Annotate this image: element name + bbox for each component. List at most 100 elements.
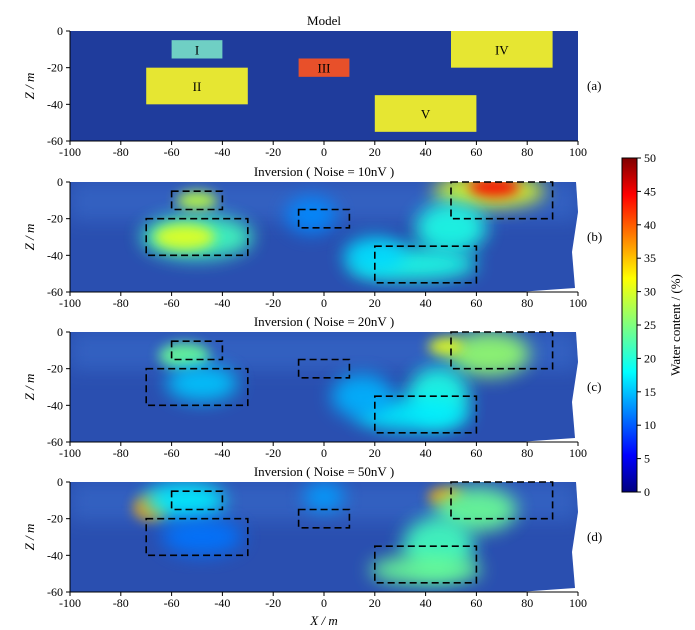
x-tick-label-c: 60 xyxy=(470,446,482,460)
outline-c-IV xyxy=(450,331,554,370)
model-block-III xyxy=(298,58,350,77)
x-tick-label-a: 0 xyxy=(321,145,327,159)
anomaly-b-2 xyxy=(176,191,218,210)
z-tick-label-a: 0 xyxy=(57,24,63,38)
model-block-II xyxy=(146,67,248,105)
z-tick-label-c: -20 xyxy=(47,362,63,376)
panel-title-d: Inversion ( Noise = 50nV ) xyxy=(254,464,394,479)
x-tick-label-d: -80 xyxy=(113,596,129,610)
anomaly-d-5 xyxy=(369,555,482,585)
colorbar-tick-label: 30 xyxy=(644,285,656,299)
x-tick-label-a: -40 xyxy=(214,145,230,159)
x-tick-label-b: 80 xyxy=(521,296,533,310)
outline-d-II xyxy=(145,517,249,557)
x-axis-label: X / m xyxy=(309,613,337,628)
model-block-label-II: II xyxy=(193,79,202,94)
z-axis-label-b: Z / m xyxy=(22,224,37,251)
panel-title-c: Inversion ( Noise = 20nV ) xyxy=(254,314,394,329)
colorbar-label: Water content / (%) xyxy=(668,274,683,376)
x-tick-label-d: 100 xyxy=(569,596,587,610)
x-tick-label-a: -100 xyxy=(59,145,81,159)
z-axis-label-d: Z / m xyxy=(22,524,37,551)
z-tick-label-a: -40 xyxy=(47,97,63,111)
outline-b-V xyxy=(373,245,478,284)
x-tick-label-c: -20 xyxy=(265,446,281,460)
colorbar-gradient xyxy=(621,157,638,493)
anomaly-d-3 xyxy=(435,487,518,532)
x-tick-label-b: -60 xyxy=(164,296,180,310)
z-tick-label-a: -60 xyxy=(47,134,63,148)
colorbar-tick-label: 45 xyxy=(644,184,656,198)
z-tick-label-b: -40 xyxy=(47,248,63,262)
outline-c-V xyxy=(373,395,478,434)
panel-label-b: (b) xyxy=(587,229,602,244)
field-b xyxy=(70,182,578,292)
x-tick-label-d: -100 xyxy=(59,596,81,610)
outline-b-III xyxy=(297,208,351,229)
x-tick-label-a: -60 xyxy=(164,145,180,159)
panel-label-c: (c) xyxy=(587,379,601,394)
colorbar-tick-label: 40 xyxy=(644,218,656,232)
x-tick-label-c: -100 xyxy=(59,446,81,460)
z-axis-label-c: Z / m xyxy=(22,374,37,401)
panel-label-d: (d) xyxy=(587,529,602,544)
x-tick-label-b: -40 xyxy=(214,296,230,310)
z-tick-label-d: -60 xyxy=(47,585,63,599)
x-tick-label-c: 80 xyxy=(521,446,533,460)
outline-b-IV xyxy=(450,181,554,220)
x-tick-label-d: 0 xyxy=(321,596,327,610)
x-tick-label-d: 60 xyxy=(470,596,482,610)
anomaly-c-3 xyxy=(428,337,464,356)
panel-d: Inversion ( Noise = 50nV )0-20-40-60-100… xyxy=(22,464,602,610)
x-tick-label-c: 0 xyxy=(321,446,327,460)
z-tick-label-a: -20 xyxy=(47,61,63,75)
outline-b-II xyxy=(145,217,249,257)
anomaly-c-0 xyxy=(158,343,210,369)
colorbar-tick-label: 35 xyxy=(644,251,656,265)
x-tick-label-d: -60 xyxy=(164,596,180,610)
x-tick-label-d: -40 xyxy=(214,596,230,610)
field-c xyxy=(70,332,578,442)
x-tick-label-c: 40 xyxy=(420,446,432,460)
anomaly-b-5 xyxy=(415,202,487,254)
x-tick-label-c: -80 xyxy=(113,446,129,460)
colorbar-tick-label: 5 xyxy=(644,452,650,466)
x-tick-label-a: 60 xyxy=(470,145,482,159)
model-block-label-III: III xyxy=(318,61,331,76)
z-tick-label-c: -60 xyxy=(47,435,63,449)
x-tick-label-b: -100 xyxy=(59,296,81,310)
outline-b-I xyxy=(170,190,224,211)
model-block-IV xyxy=(451,31,553,68)
x-tick-label-c: 20 xyxy=(369,446,381,460)
outline-c-III xyxy=(297,358,351,379)
anomaly-c-6 xyxy=(331,374,393,419)
x-tick-label-c: -40 xyxy=(214,446,230,460)
colorbar-tick-label: 15 xyxy=(644,385,656,399)
x-tick-label-a: -20 xyxy=(265,145,281,159)
colorbar-tick-label: 50 xyxy=(644,151,656,165)
x-tick-label-d: 40 xyxy=(420,596,432,610)
x-tick-label-a: -80 xyxy=(113,145,129,159)
z-tick-label-b: -60 xyxy=(47,285,63,299)
anomaly-d-7 xyxy=(161,518,243,556)
outline-d-V xyxy=(373,545,478,584)
colorbar: 0 5 10 15 20 25 30 35 40 45 50 Water content / (%) xyxy=(621,151,683,499)
x-tick-label-a: 20 xyxy=(369,145,381,159)
colorbar-tick-label: 0 xyxy=(644,485,650,499)
x-tick-label-b: -20 xyxy=(265,296,281,310)
panel-title-a: Model xyxy=(307,13,341,28)
z-tick-label-c: 0 xyxy=(57,325,63,339)
panel-c: Inversion ( Noise = 20nV ) 0 -20 -40 -60-100… xyxy=(22,314,601,460)
colorbar-tick-label: 10 xyxy=(644,418,656,432)
model-block-label-V: V xyxy=(421,107,431,122)
anomaly-c-2 xyxy=(448,332,530,376)
outline-d-IV xyxy=(450,481,554,520)
x-tick-label-a: 80 xyxy=(521,145,533,159)
x-tick-label-c: 100 xyxy=(569,446,587,460)
x-tick-label-b: 60 xyxy=(470,296,482,310)
colorbar-tick-label: 20 xyxy=(644,351,656,365)
model-block-label-IV: IV xyxy=(495,42,509,57)
outline-c-I xyxy=(170,340,224,361)
